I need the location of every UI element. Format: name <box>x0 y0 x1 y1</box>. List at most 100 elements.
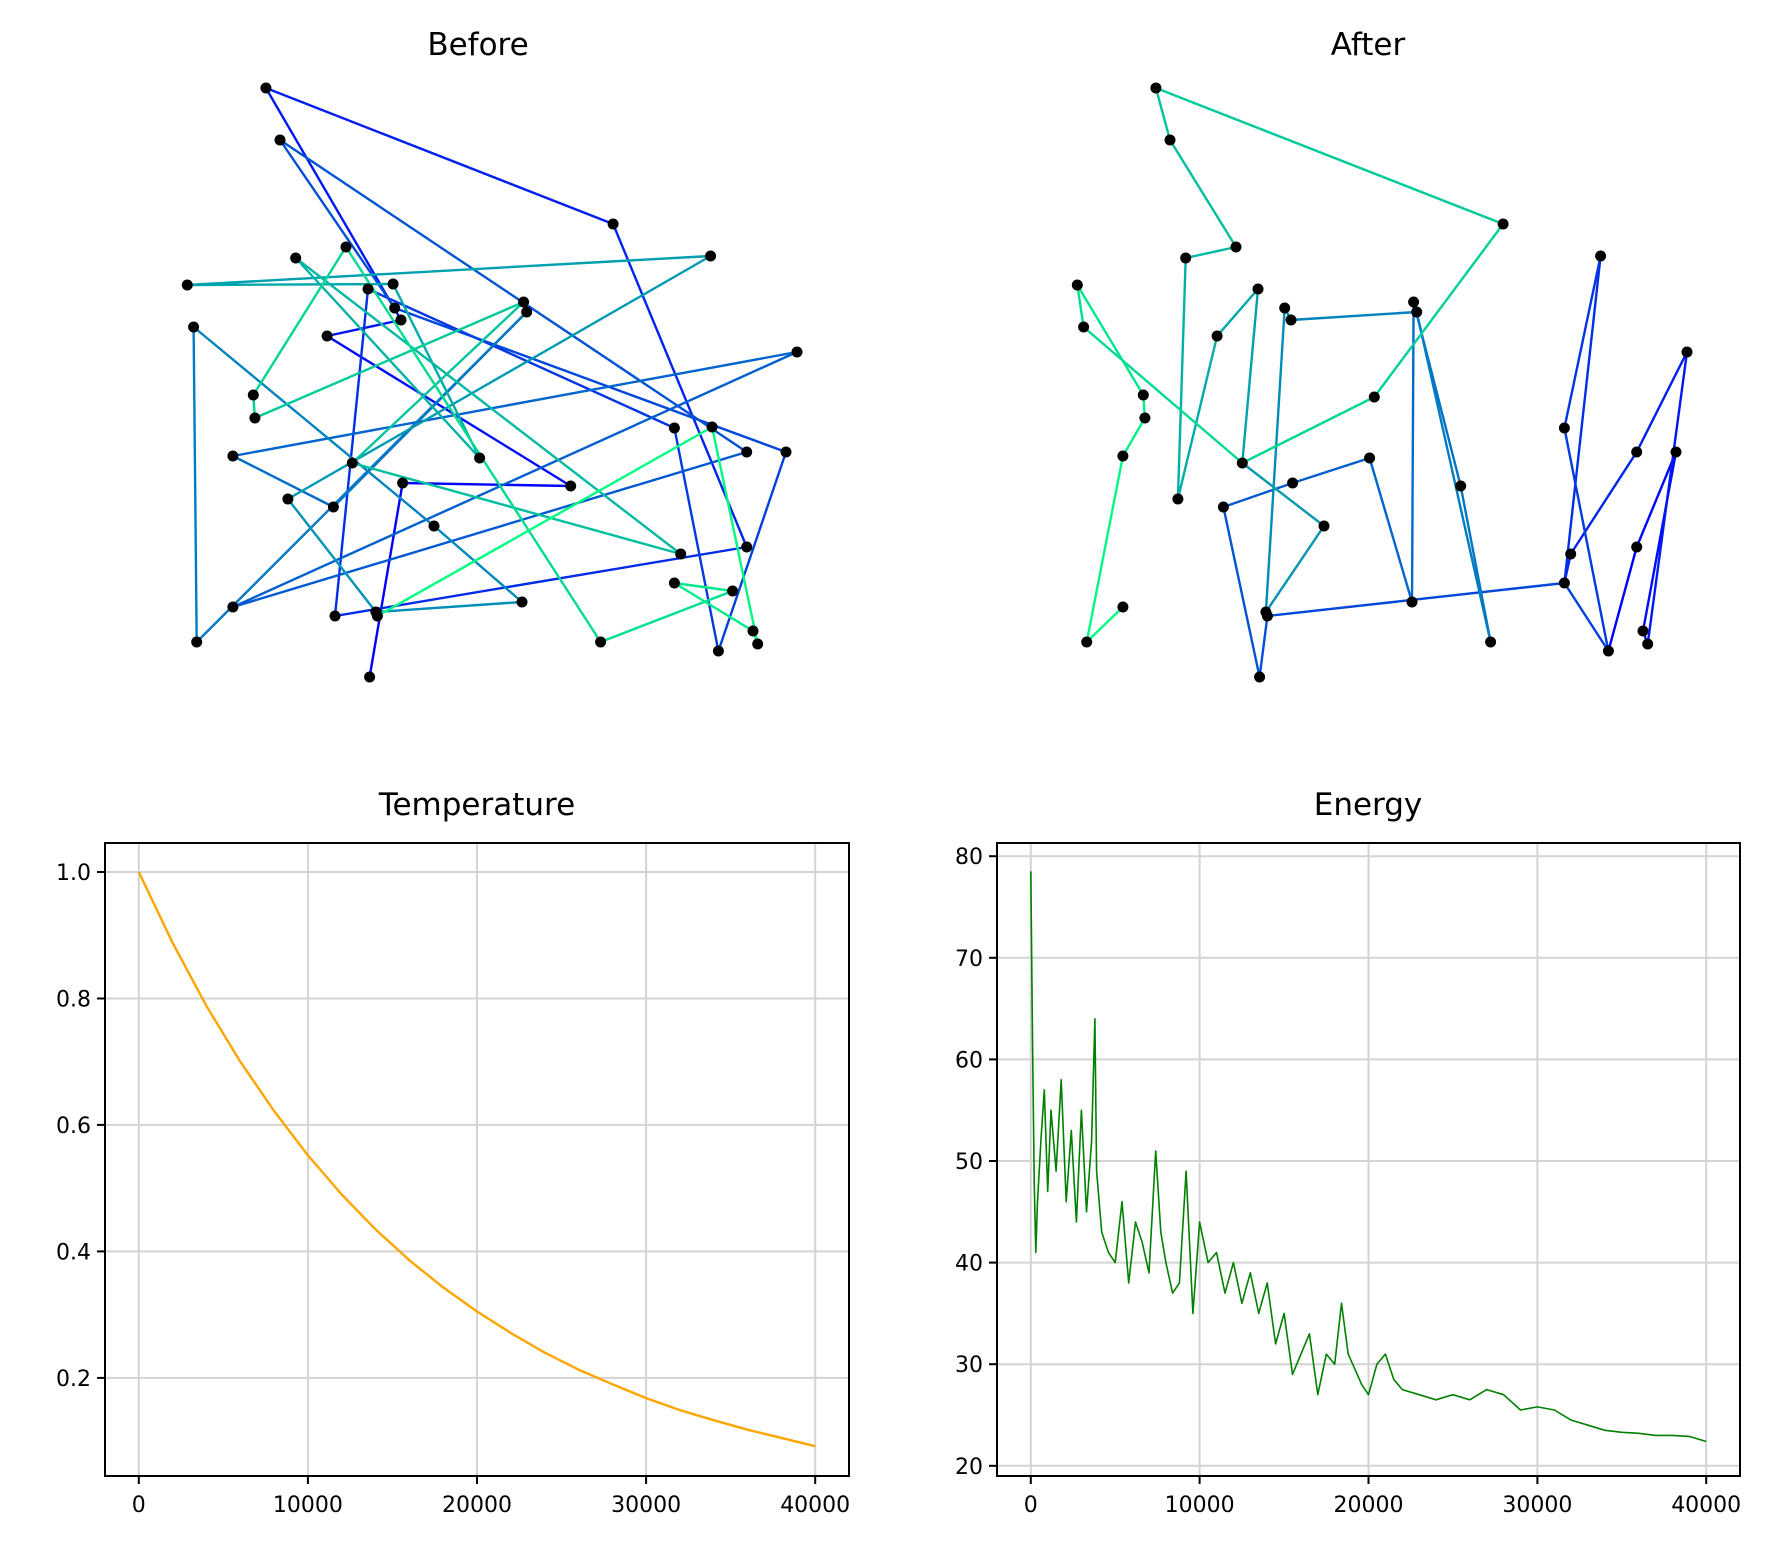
city-point <box>516 596 528 608</box>
route-segment <box>1222 481 1294 509</box>
city-point <box>247 389 259 401</box>
city-point <box>705 250 717 262</box>
x-tick-label: 10000 <box>273 1493 343 1518</box>
city-point <box>727 585 739 597</box>
city-point <box>282 493 294 505</box>
route-segment <box>1410 300 1415 604</box>
route-segment <box>278 138 748 454</box>
city-point <box>1411 306 1423 318</box>
route-segment <box>286 497 378 614</box>
temperature-x-ticks: 0 10000 20000 30000 40000 <box>132 1476 850 1518</box>
route-segment <box>252 245 348 397</box>
city-point <box>668 577 680 589</box>
route-segment <box>1563 426 1610 653</box>
route-segment <box>710 425 759 646</box>
energy-x-ticks: 0 10000 20000 30000 40000 <box>1024 1476 1741 1518</box>
city-point <box>327 501 339 513</box>
city-point <box>1078 321 1090 333</box>
energy-y-ticks: 20 30 40 50 60 70 80 <box>955 845 997 1480</box>
y-tick-label: 0.2 <box>56 1367 91 1392</box>
city-point <box>227 450 239 462</box>
y-tick-label: 40 <box>955 1252 983 1277</box>
city-point <box>741 541 753 553</box>
city-point <box>752 638 764 650</box>
city-point <box>346 457 358 469</box>
city-point <box>428 520 440 532</box>
before-route-segments <box>186 86 799 679</box>
city-point <box>387 278 399 290</box>
route-segment <box>253 300 525 420</box>
route-segment <box>231 350 799 609</box>
city-point <box>791 346 803 358</box>
temperature-y-ticks: 0.2 0.4 0.6 0.8 1.0 <box>56 861 105 1392</box>
route-segment <box>1085 454 1125 644</box>
y-tick-label: 0.6 <box>56 1114 91 1139</box>
city-point <box>1236 457 1248 469</box>
city-point <box>675 548 687 560</box>
route-segment <box>294 256 481 460</box>
x-tick-label: 40000 <box>1671 1493 1741 1518</box>
route-segment <box>1215 287 1260 338</box>
route-segment <box>264 86 615 226</box>
route-segment <box>391 282 481 460</box>
route-segment <box>673 426 720 653</box>
city-point <box>1285 314 1297 326</box>
city-point <box>741 446 753 458</box>
city-point <box>565 480 577 492</box>
x-tick-label: 10000 <box>1165 1493 1235 1518</box>
city-point <box>227 601 239 613</box>
city-point <box>1565 548 1577 560</box>
energy-grid <box>997 843 1740 1476</box>
city-point <box>1117 601 1129 613</box>
city-point <box>1252 283 1264 295</box>
city-point <box>1217 501 1229 513</box>
route-segment <box>231 454 335 509</box>
city-point <box>1406 596 1418 608</box>
route-segment <box>344 245 602 644</box>
route-segment <box>1154 86 1505 226</box>
route-segment <box>1241 461 1326 528</box>
route-segment <box>294 256 682 556</box>
y-tick-label: 50 <box>955 1150 983 1175</box>
city-point <box>1081 636 1093 648</box>
city-point <box>1595 250 1607 262</box>
y-tick-label: 80 <box>955 845 983 870</box>
city-point <box>780 446 792 458</box>
after-panel: After <box>1071 27 1693 683</box>
city-point <box>1287 477 1299 489</box>
route-segment <box>1291 456 1371 485</box>
route-segment <box>1635 350 1689 454</box>
city-point <box>1260 606 1272 618</box>
before-title: Before <box>427 27 528 63</box>
city-point <box>747 625 759 637</box>
before-city-points <box>181 82 803 683</box>
y-tick-label: 70 <box>955 947 983 972</box>
city-point <box>395 314 407 326</box>
route-segment <box>1563 254 1602 585</box>
city-point <box>181 279 193 291</box>
x-tick-label: 0 <box>132 1493 146 1518</box>
city-point <box>1318 520 1330 532</box>
route-segment <box>1085 605 1125 644</box>
y-tick-label: 0.4 <box>56 1240 91 1265</box>
city-point <box>1642 638 1654 650</box>
city-point <box>1558 422 1570 434</box>
city-point <box>668 422 680 434</box>
before-panel: Before <box>181 27 803 683</box>
city-point <box>249 412 261 424</box>
y-tick-label: 60 <box>955 1048 983 1073</box>
city-point <box>321 330 333 342</box>
city-point <box>1681 346 1693 358</box>
city-point <box>397 477 409 489</box>
city-point <box>290 252 302 264</box>
city-point <box>1631 541 1643 553</box>
route-segment <box>1168 138 1238 249</box>
city-point <box>260 82 272 94</box>
route-segment <box>673 581 755 633</box>
city-point <box>1364 452 1376 464</box>
y-tick-label: 1.0 <box>56 861 91 886</box>
route-segment <box>278 138 396 310</box>
route-segment <box>1607 545 1638 653</box>
city-point <box>1139 412 1151 424</box>
